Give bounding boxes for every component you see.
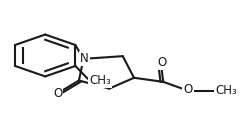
Text: CH₃: CH₃	[89, 74, 111, 87]
Text: N: N	[80, 52, 89, 65]
Text: O: O	[53, 87, 62, 100]
Text: O: O	[157, 56, 167, 69]
Text: CH₃: CH₃	[215, 84, 237, 97]
Text: O: O	[183, 83, 192, 95]
